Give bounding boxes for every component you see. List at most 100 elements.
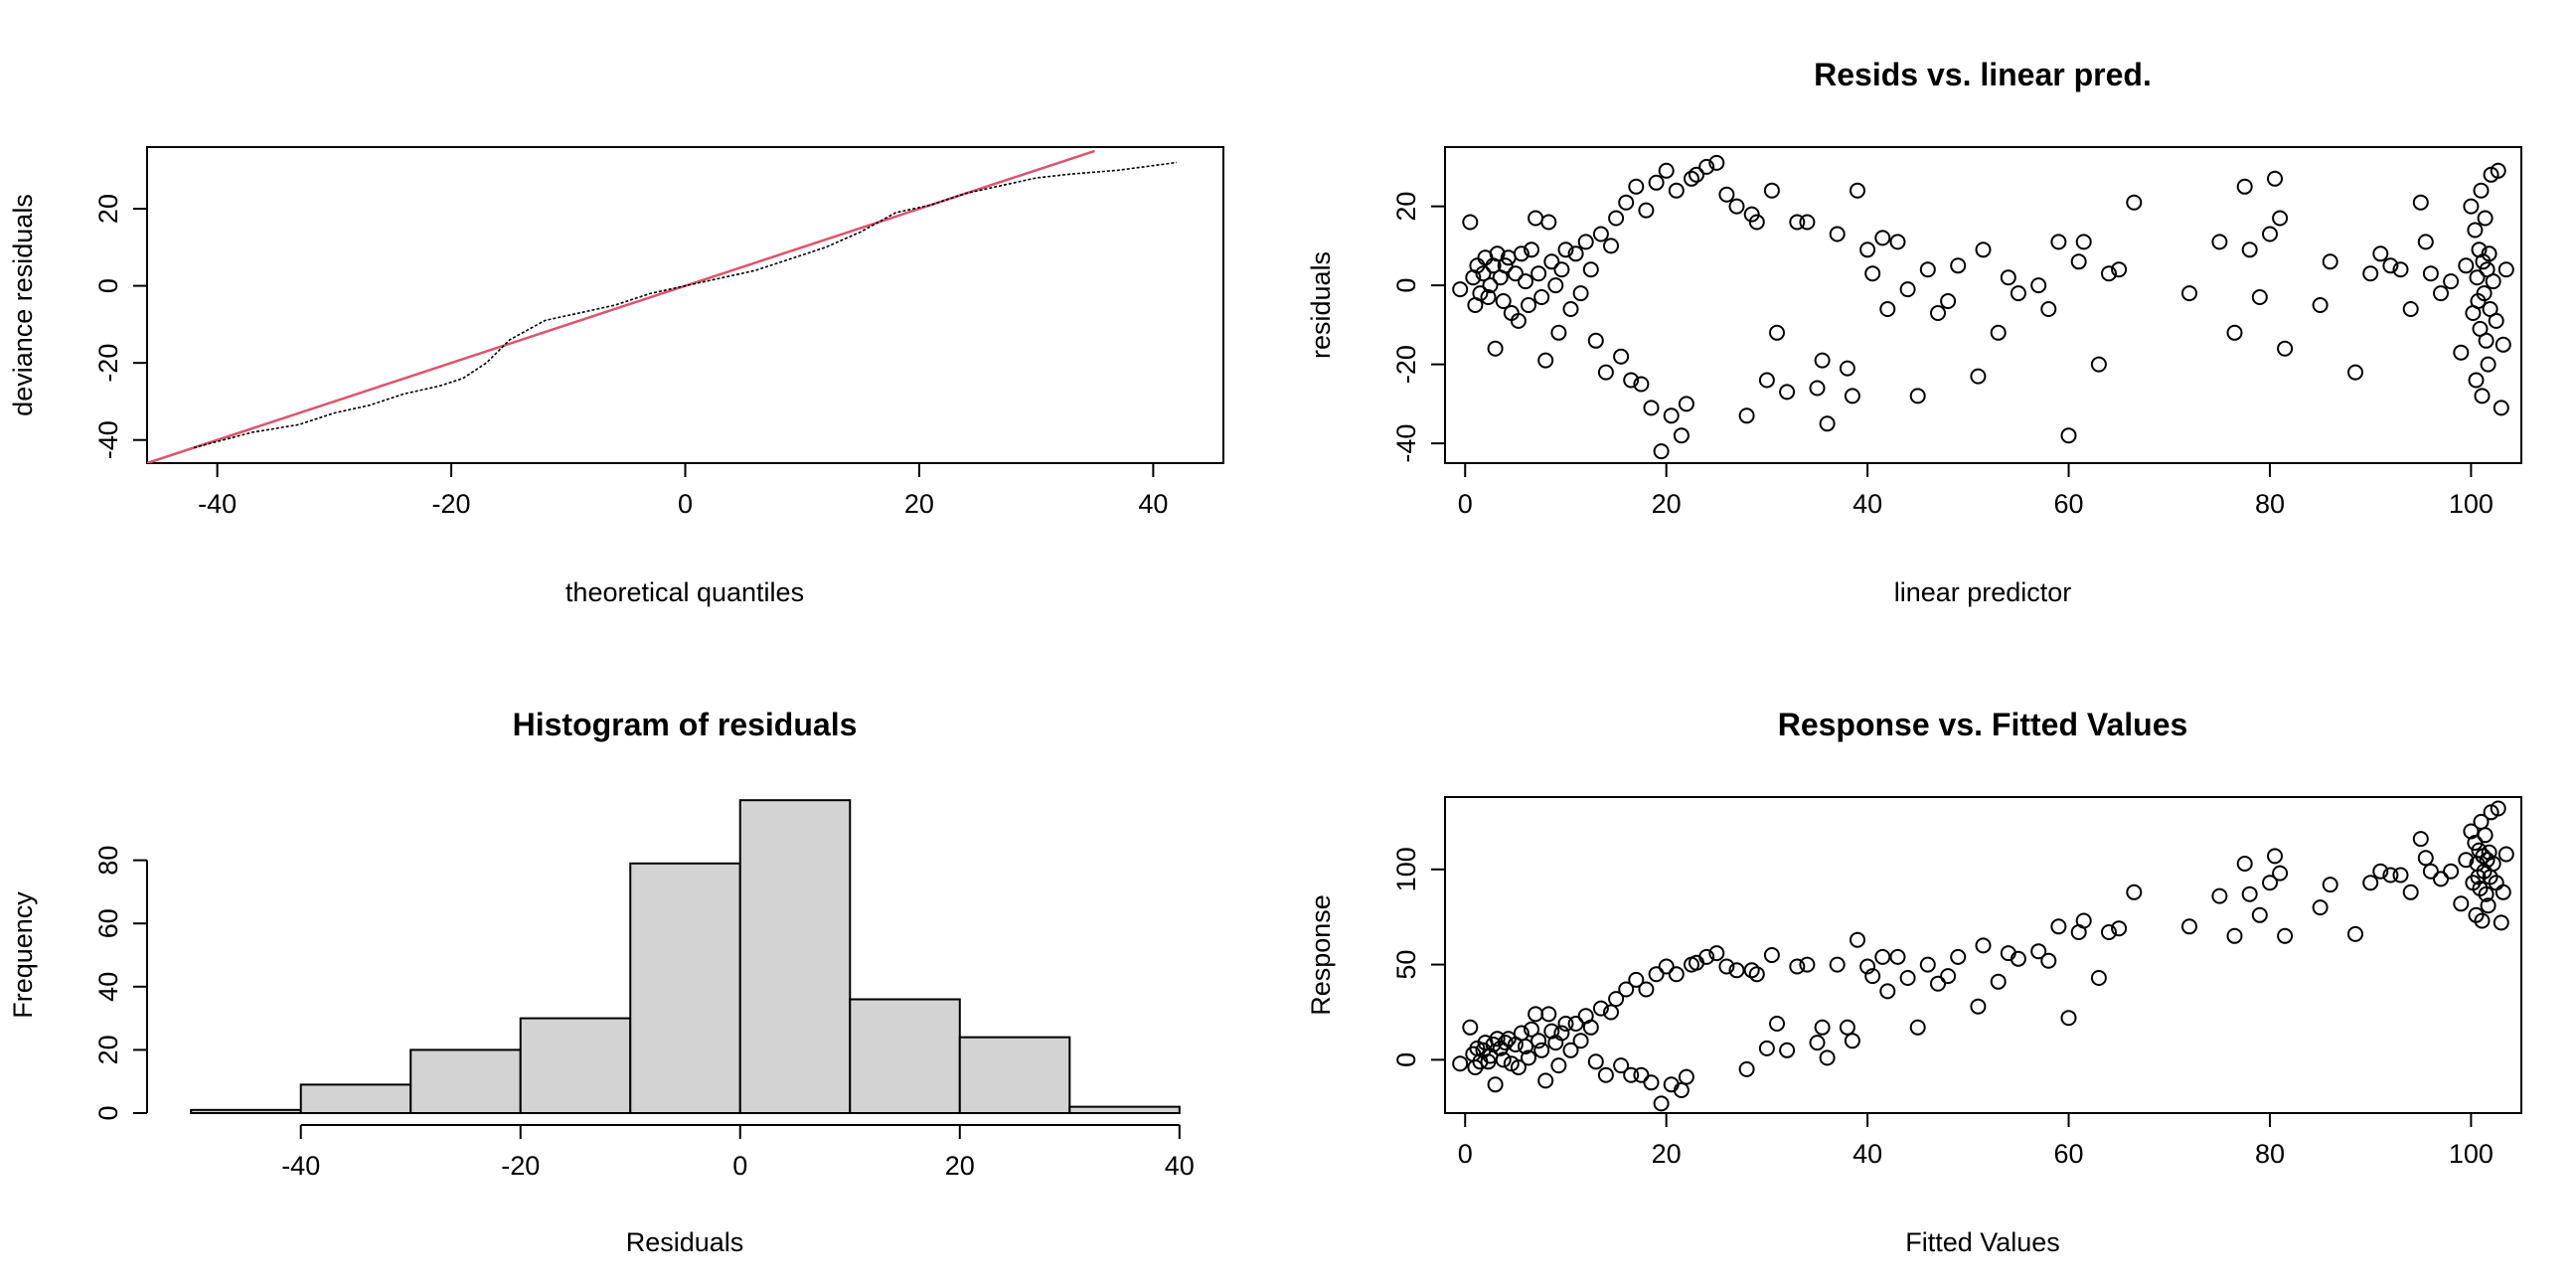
histogram-panel: Histogram of residuals -40 -20 0 20 40 0 20 40… bbox=[8, 707, 1195, 1257]
qq-plot-frame bbox=[146, 146, 1224, 464]
response-vs-fitted-y-axis-label: Response bbox=[1306, 894, 1336, 1016]
response-vs-fitted-point bbox=[2493, 914, 2509, 931]
response-vs-fitted-point bbox=[1452, 1055, 1469, 1072]
resid-vs-linear-pred-point bbox=[2476, 285, 2493, 302]
resid-vs-linear-pred-y-tick-label: 20 bbox=[1391, 192, 1421, 222]
resid-vs-linear-pred-point bbox=[1844, 388, 1860, 404]
response-vs-fitted-point bbox=[1990, 973, 2007, 990]
response-vs-fitted-point bbox=[1628, 971, 1645, 988]
response-vs-fitted-point bbox=[2272, 865, 2289, 882]
response-vs-fitted-point bbox=[1562, 1042, 1579, 1058]
qq-y-tick-label: -40 bbox=[93, 420, 123, 459]
resid-vs-linear-pred-point bbox=[2040, 301, 2057, 317]
response-vs-fitted-point bbox=[1763, 947, 1780, 963]
resid-vs-linear-pred-point bbox=[2382, 257, 2399, 274]
resid-vs-linear-pred-point bbox=[1618, 194, 1635, 211]
response-vs-fitted-point bbox=[2126, 884, 2143, 900]
resid-vs-linear-pred-point bbox=[2392, 261, 2409, 278]
resid-vs-linear-pred-point bbox=[2422, 265, 2439, 282]
resid-vs-linear-pred-point bbox=[2362, 265, 2379, 282]
response-vs-fitted-point bbox=[1698, 948, 1715, 965]
response-vs-fitted-point bbox=[1495, 1051, 1512, 1068]
resid-vs-linear-pred-point bbox=[1839, 360, 1855, 377]
resid-vs-linear-pred-y-axis-label: residuals bbox=[1306, 251, 1336, 359]
resid-vs-linear-pred-point bbox=[2251, 289, 2268, 305]
response-vs-fitted-point bbox=[1889, 948, 1906, 965]
resid-vs-linear-pred-point bbox=[2312, 297, 2329, 313]
resid-vs-linear-pred-point bbox=[1809, 380, 1826, 397]
qq-y-axis: -40 -20 0 20 bbox=[93, 194, 147, 459]
qq-x-axis-label: theoretical quantiles bbox=[565, 577, 804, 607]
resid-vs-linear-pred-point bbox=[1658, 162, 1675, 179]
histogram-y-tick-label: 60 bbox=[93, 908, 123, 938]
resid-vs-linear-pred-point bbox=[2322, 253, 2338, 270]
histogram-x-tick-label: 20 bbox=[945, 1151, 975, 1181]
histogram-bar bbox=[629, 862, 741, 1115]
resid-vs-linear-pred-point bbox=[2241, 242, 2258, 258]
response-vs-fitted-point bbox=[1728, 962, 1745, 979]
resid-vs-linear-pred-point bbox=[1728, 198, 1745, 215]
response-vs-fitted-point bbox=[1779, 1042, 1796, 1058]
resid-vs-linear-pred-point bbox=[2236, 178, 2253, 195]
response-vs-fitted-point bbox=[1668, 966, 1685, 983]
response-vs-fitted-point bbox=[2480, 897, 2496, 914]
response-vs-fitted-point bbox=[2111, 920, 2128, 937]
resid-vs-linear-pred-point bbox=[2347, 364, 2363, 381]
response-vs-fitted-point bbox=[1530, 1033, 1547, 1049]
response-vs-fitted-frame bbox=[1444, 796, 2522, 1114]
resid-vs-linear-pred-point bbox=[1540, 214, 1557, 231]
response-vs-fitted-point bbox=[1799, 956, 1816, 973]
qq-y-tick-label: 20 bbox=[93, 194, 123, 224]
response-vs-fitted-point bbox=[2392, 867, 2409, 884]
resid-vs-linear-pred-point bbox=[1738, 407, 1755, 424]
histogram-bar bbox=[190, 1108, 302, 1114]
response-vs-fitted-x-tick-label: 40 bbox=[1852, 1139, 1882, 1169]
response-vs-fitted-point bbox=[1603, 1004, 1619, 1021]
resid-vs-linear-pred-point bbox=[2458, 257, 2475, 274]
resid-vs-linear-pred-point bbox=[1684, 170, 1699, 187]
histogram-y-axis-label: Frequency bbox=[8, 891, 38, 1019]
resid-vs-linear-pred-x-tick-label: 100 bbox=[2449, 489, 2494, 519]
response-vs-fitted-point bbox=[1592, 1000, 1609, 1017]
histogram-x-tick-label: 0 bbox=[732, 1151, 747, 1181]
resid-vs-linear-pred-point bbox=[1553, 261, 1570, 278]
response-vs-fitted-point bbox=[1524, 1021, 1539, 1038]
response-vs-fitted-point bbox=[2010, 950, 2026, 967]
resid-vs-linear-pred-point bbox=[1859, 242, 1876, 258]
response-vs-fitted-points bbox=[1452, 800, 2514, 1112]
histogram-x-axis-label: Residuals bbox=[626, 1227, 744, 1257]
resid-vs-linear-pred-point bbox=[1708, 154, 1725, 171]
resid-vs-linear-pred-title: Resids vs. linear pred. bbox=[1814, 57, 2152, 92]
response-vs-fitted-point bbox=[1919, 956, 1936, 973]
qq-x-tick-label: 0 bbox=[678, 489, 693, 519]
histogram-title: Histogram of residuals bbox=[513, 707, 858, 742]
response-vs-fitted-point bbox=[2060, 1010, 2077, 1027]
resid-vs-linear-pred-point bbox=[1743, 206, 1760, 223]
response-vs-fitted-point bbox=[2402, 884, 2419, 900]
resid-vs-linear-pred-point bbox=[2493, 400, 2509, 416]
resid-vs-linear-pred-point bbox=[1769, 324, 1785, 341]
resid-vs-linear-pred-point bbox=[2070, 253, 2087, 270]
resid-vs-linear-pred-point bbox=[2030, 277, 2047, 294]
response-vs-fitted-point bbox=[2417, 850, 2434, 867]
response-vs-fitted-point bbox=[1533, 1042, 1550, 1058]
response-vs-fitted-point bbox=[1518, 1039, 1533, 1054]
response-vs-fitted-point bbox=[1789, 958, 1806, 975]
histogram-y-tick-label: 40 bbox=[93, 972, 123, 1002]
resid-vs-linear-pred-point bbox=[2010, 285, 2026, 302]
resid-vs-linear-pred-point bbox=[2481, 245, 2497, 262]
resid-vs-linear-pred-point bbox=[2090, 356, 2107, 373]
resid-vs-linear-pred-point bbox=[1814, 352, 1831, 369]
resid-vs-linear-pred-point bbox=[1572, 285, 1589, 302]
qq-y-tick-label: -20 bbox=[93, 344, 123, 383]
response-vs-fitted-point bbox=[1572, 1033, 1589, 1049]
histogram-bar bbox=[738, 799, 852, 1114]
qq-x-tick-label: 20 bbox=[904, 489, 934, 519]
qq-plot-panel: -40 -20 0 20 40 -40 -20 0 20 theoretical quanti… bbox=[8, 146, 1224, 607]
response-vs-fitted-point bbox=[1587, 1053, 1604, 1070]
resid-vs-linear-pred-point bbox=[1628, 178, 1645, 195]
resid-vs-linear-pred-point bbox=[1889, 234, 1906, 250]
resid-vs-linear-pred-point bbox=[1608, 210, 1625, 227]
response-vs-fitted-point bbox=[2277, 927, 2294, 944]
